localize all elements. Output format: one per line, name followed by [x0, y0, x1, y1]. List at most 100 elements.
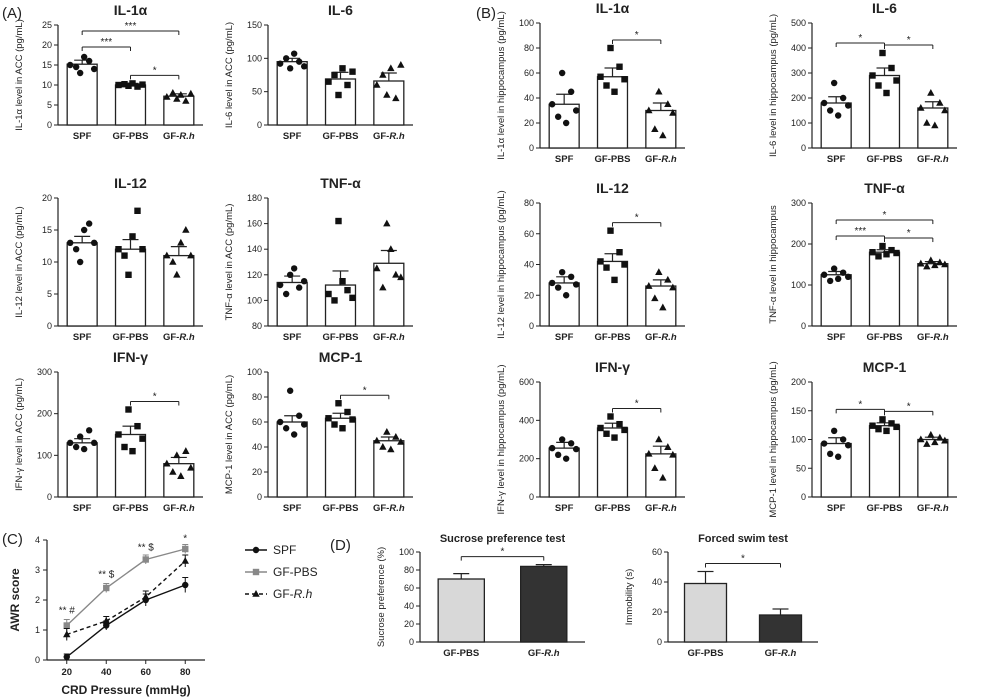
category-label: SPF: [283, 131, 302, 142]
chart-title: TNF-α: [320, 175, 361, 191]
bar: [66, 242, 98, 327]
y-tick-label: 100: [791, 280, 806, 290]
category-label: GF-R.h: [373, 332, 405, 343]
chart-title: IL-1α: [114, 2, 148, 18]
category-label: SPF: [827, 332, 846, 343]
data-point: [655, 268, 663, 275]
y-tick-label: 0: [529, 492, 534, 502]
data-point: [567, 273, 575, 280]
data-point: [142, 593, 150, 600]
data-point: [134, 83, 141, 90]
bar: [520, 565, 568, 643]
chart-title: IL-12: [596, 180, 629, 196]
y-tick-label: 20: [252, 467, 262, 477]
category-label: GF-PBS: [323, 131, 359, 142]
data-point: [373, 436, 381, 444]
y-tick-label: 200: [791, 377, 806, 387]
data-point: [931, 438, 939, 446]
category-label: GF-PBS: [323, 503, 359, 514]
data-point: [72, 246, 80, 253]
y-tick-label: 20: [524, 118, 534, 128]
category-label: SPF: [555, 332, 574, 343]
y-tick-label: 200: [791, 93, 806, 103]
y-tick-label: 60: [652, 547, 662, 557]
y-axis-label: IL-6 level in ACC (pg/mL): [224, 22, 235, 128]
data-point: [820, 440, 828, 447]
data-point: [187, 89, 195, 97]
data-point: [72, 63, 80, 71]
y-axis-label: IFN-γ level in hippocampus (pg/mL): [496, 365, 507, 515]
data-point: [603, 264, 610, 271]
data-point: [597, 258, 604, 265]
data-point: [344, 408, 351, 416]
y-tick-label: 200: [519, 454, 534, 464]
y-tick-label: 0: [47, 321, 52, 331]
data-point: [927, 256, 935, 264]
data-point: [295, 412, 303, 419]
bar: [276, 61, 308, 126]
y-tick-label: 100: [247, 295, 262, 305]
chart-c: 0 1 2 3 4 20 40 60 80 CRD Pressure (mmHg) AWR scor…: [8, 534, 318, 697]
legend-label: SPF: [273, 543, 296, 557]
legend-label: GF-PBS: [273, 565, 318, 579]
data-point: [139, 246, 146, 253]
data-point: [603, 430, 610, 437]
y-tick-label: 0: [529, 143, 534, 153]
y-tick-label: 400: [791, 43, 806, 53]
y-tick-label: 0: [257, 492, 262, 502]
data-point: [826, 107, 834, 114]
data-point: [826, 277, 834, 285]
y-tick-label: 15: [42, 60, 52, 70]
category-label: SPF: [283, 503, 302, 514]
data-point: [134, 422, 141, 430]
data-point: [941, 436, 949, 444]
y-tick-label: 100: [399, 547, 414, 557]
data-point: [387, 245, 395, 252]
legend-marker: [252, 546, 260, 554]
data-point: [387, 445, 395, 453]
y-axis-label: Sucrose preference (%): [376, 547, 387, 647]
bar: [868, 74, 901, 149]
data-point: [664, 443, 672, 450]
data-point: [572, 281, 580, 288]
data-point: [182, 226, 190, 233]
data-point: [295, 284, 303, 291]
category-label: SPF: [555, 154, 574, 165]
panel-label-a: (A): [2, 5, 22, 22]
category-label: GF-PBS: [688, 648, 724, 659]
y-tick-label: 50: [796, 463, 806, 473]
data-point: [883, 427, 890, 435]
bar: [373, 80, 405, 126]
data-point: [664, 275, 672, 283]
chart-title: MCP-1: [319, 349, 363, 365]
y-tick-label: 50: [252, 87, 262, 97]
y-tick-label: 80: [252, 321, 262, 331]
bar: [437, 578, 485, 643]
data-point: [102, 617, 110, 624]
data-point: [655, 435, 663, 443]
data-point: [90, 439, 98, 447]
chart-title: IL-6: [872, 0, 897, 16]
bar: [163, 254, 195, 327]
data-point: [129, 80, 136, 87]
category-label: GF-PBS: [113, 131, 149, 142]
y-tick-label: 0: [801, 143, 806, 153]
data-point: [655, 87, 663, 95]
significance-label: *: [907, 35, 911, 46]
data-point: [875, 82, 882, 89]
y-tick-label: 15: [42, 225, 52, 235]
data-point: [76, 69, 84, 77]
y-tick-label: 0: [657, 637, 662, 647]
x-tick-label: 80: [180, 667, 191, 678]
data-point: [339, 278, 346, 285]
y-axis-label: IL-1α level in hippocampus (pg/mL): [496, 11, 507, 160]
y-tick-label: 20: [42, 193, 52, 203]
y-tick-label: 120: [247, 270, 262, 280]
data-point: [286, 387, 294, 394]
data-point: [139, 435, 146, 442]
chart-title: IFN-γ: [595, 359, 630, 375]
data-point: [163, 251, 171, 259]
y-tick-label: 160: [247, 219, 262, 229]
data-point: [607, 413, 614, 420]
significance-label: *: [183, 534, 187, 545]
